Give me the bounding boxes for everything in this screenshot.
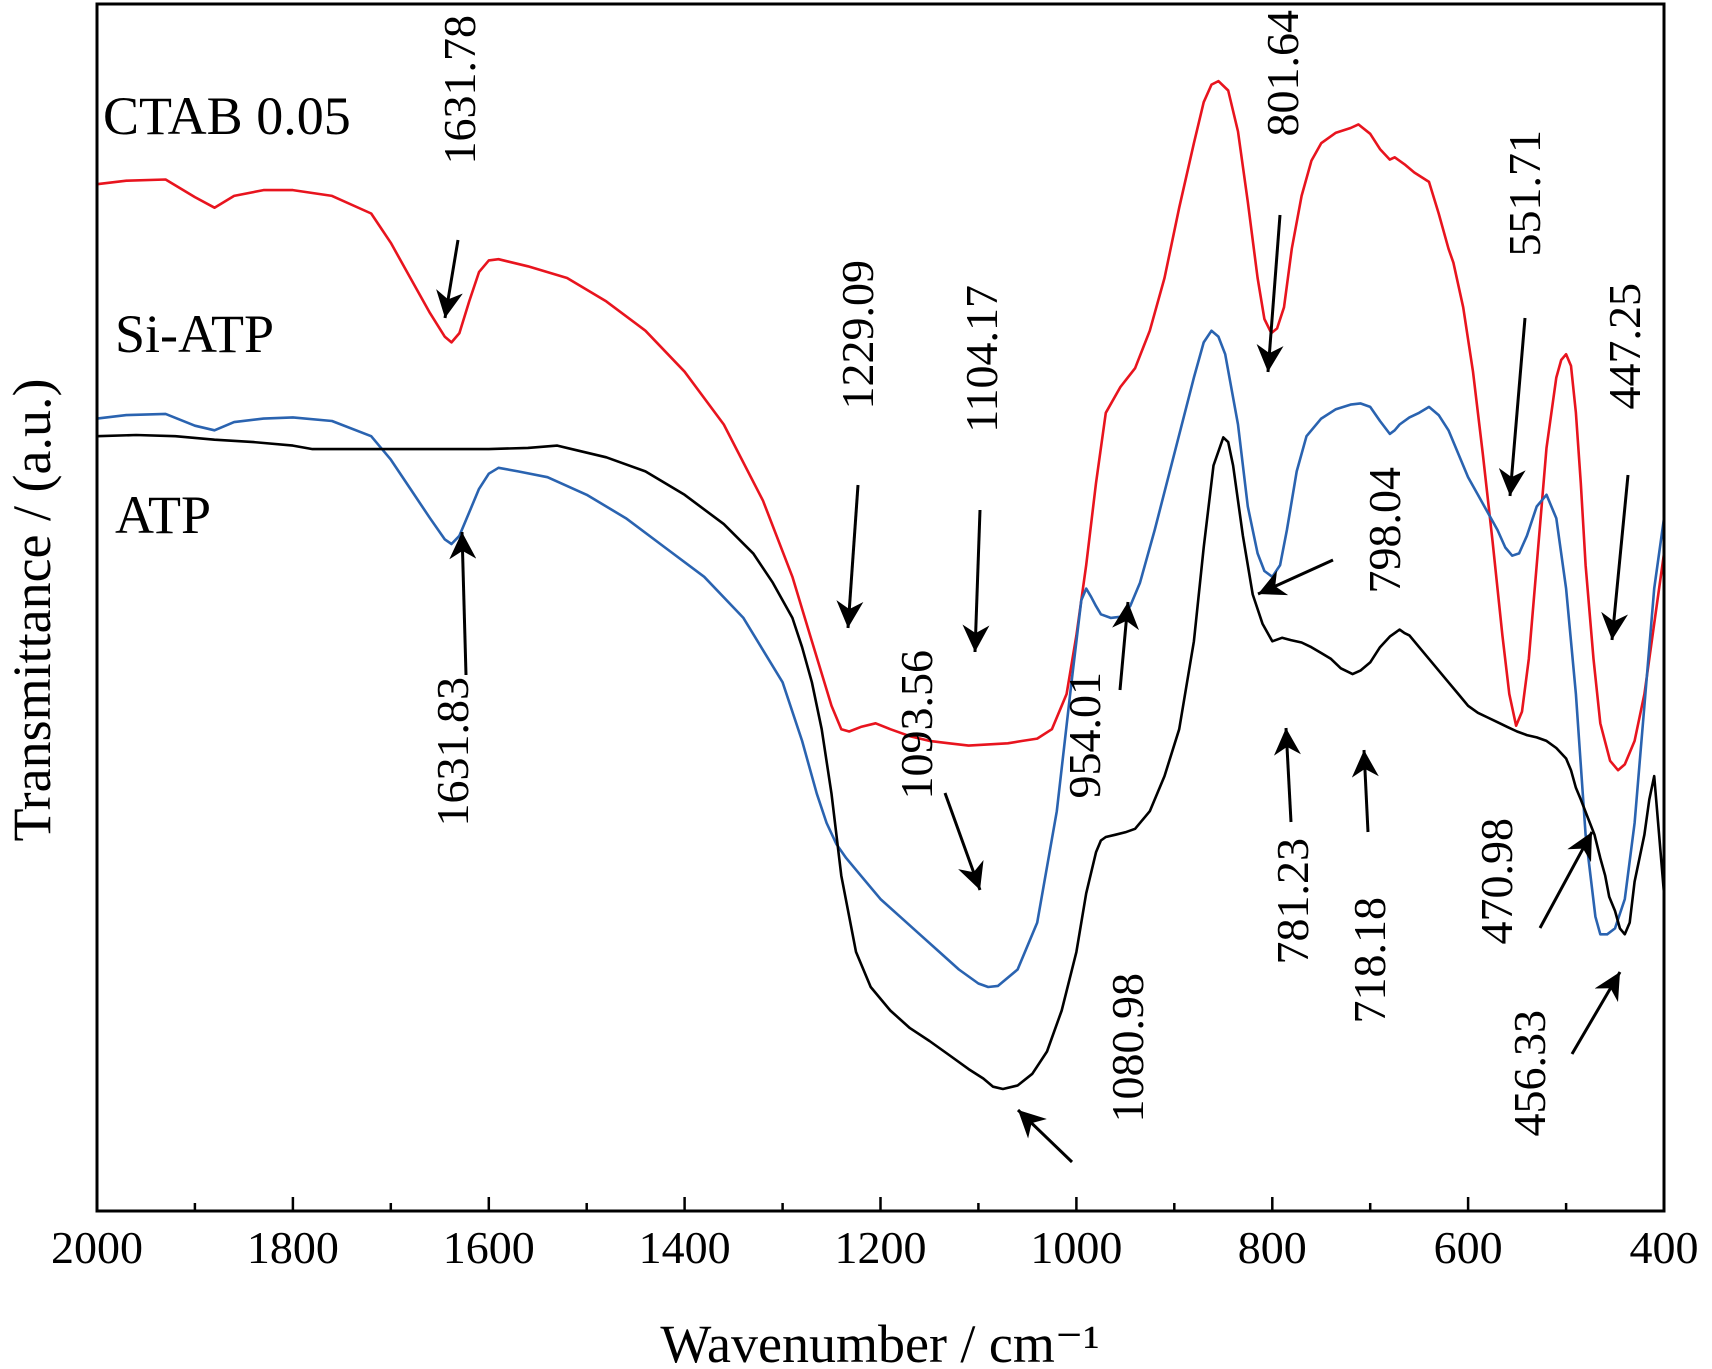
peak-arrow-954-01 (1112, 601, 1140, 691)
x-axis-ticks: 2000 1800 1600 1400 1200 1000 800 600 400 (51, 1197, 1699, 1273)
peak-arrow-1631-83 (449, 531, 477, 676)
series-label-si-atp: Si-ATP (115, 304, 274, 364)
peak-label-781-23: 781.23 (1267, 838, 1318, 965)
peak-arrow-798-04 (1257, 558, 1334, 596)
peak-label-801-64: 801.64 (1257, 10, 1308, 137)
peak-label-798-04: 798.04 (1359, 467, 1410, 594)
peak-arrow-447-25 (1601, 474, 1630, 641)
series-line-si-atp (96, 329, 1666, 989)
series-line-ctab-0-05 (96, 79, 1666, 772)
peak-arrow-1104-17 (962, 509, 990, 653)
peak-arrow-470-98 (1538, 831, 1594, 929)
x-tick-label: 1200 (835, 1222, 927, 1273)
x-tick-label: 800 (1238, 1222, 1307, 1273)
peak-label-1104-17: 1104.17 (956, 285, 1007, 433)
x-tick-label: 1800 (247, 1222, 339, 1273)
x-tick-label: 1600 (443, 1222, 535, 1273)
x-tick-label: 1000 (1030, 1222, 1122, 1273)
peak-arrow-781-23 (1273, 727, 1301, 823)
peak-annotations: 1631.78 1229.09 1104.17 801.64 551.71 44… (427, 10, 1650, 1164)
x-tick-label: 600 (1434, 1222, 1503, 1273)
series-label-ctab: CTAB 0.05 (103, 86, 351, 146)
peak-label-718-18: 718.18 (1344, 897, 1395, 1024)
series-label-atp: ATP (115, 485, 211, 545)
peak-label-1631-78: 1631.78 (434, 15, 485, 165)
peak-label-954-01: 954.01 (1059, 672, 1110, 799)
series-line-atp (96, 433, 1666, 1091)
series-labels: CTAB 0.05 Si-ATP ATP (103, 86, 351, 545)
x-axis-title: Wavenumber / cm⁻¹ (660, 1314, 1099, 1369)
peak-label-551-71: 551.71 (1499, 130, 1550, 257)
x-tick-label: 1400 (639, 1222, 731, 1273)
peak-label-1080-98: 1080.98 (1102, 973, 1153, 1123)
peak-label-456-33: 456.33 (1504, 1010, 1555, 1137)
peak-arrow-1093-56 (943, 792, 984, 891)
x-tick-label: 400 (1630, 1222, 1699, 1273)
series-layer (96, 79, 1666, 1091)
peak-arrow-1631-78 (436, 239, 463, 319)
peak-label-1093-56: 1093.56 (891, 650, 942, 800)
x-tick-label: 2000 (51, 1222, 143, 1273)
peak-label-1631-83: 1631.83 (427, 677, 478, 827)
peak-label-1229-09: 1229.09 (832, 260, 883, 410)
peak-arrow-551-71 (1498, 317, 1527, 497)
peak-arrow-1229-09 (836, 484, 864, 629)
peak-arrow-801-64 (1256, 214, 1284, 373)
peak-arrow-456-33 (1570, 971, 1622, 1055)
peak-label-447-25: 447.25 (1599, 283, 1650, 410)
peak-arrow-1080-98 (1016, 1108, 1074, 1164)
peak-label-470-98: 470.98 (1471, 818, 1522, 945)
peak-arrow-718-18 (1351, 749, 1379, 833)
y-axis-title: Transmittance / (a.u.) (2, 379, 62, 842)
